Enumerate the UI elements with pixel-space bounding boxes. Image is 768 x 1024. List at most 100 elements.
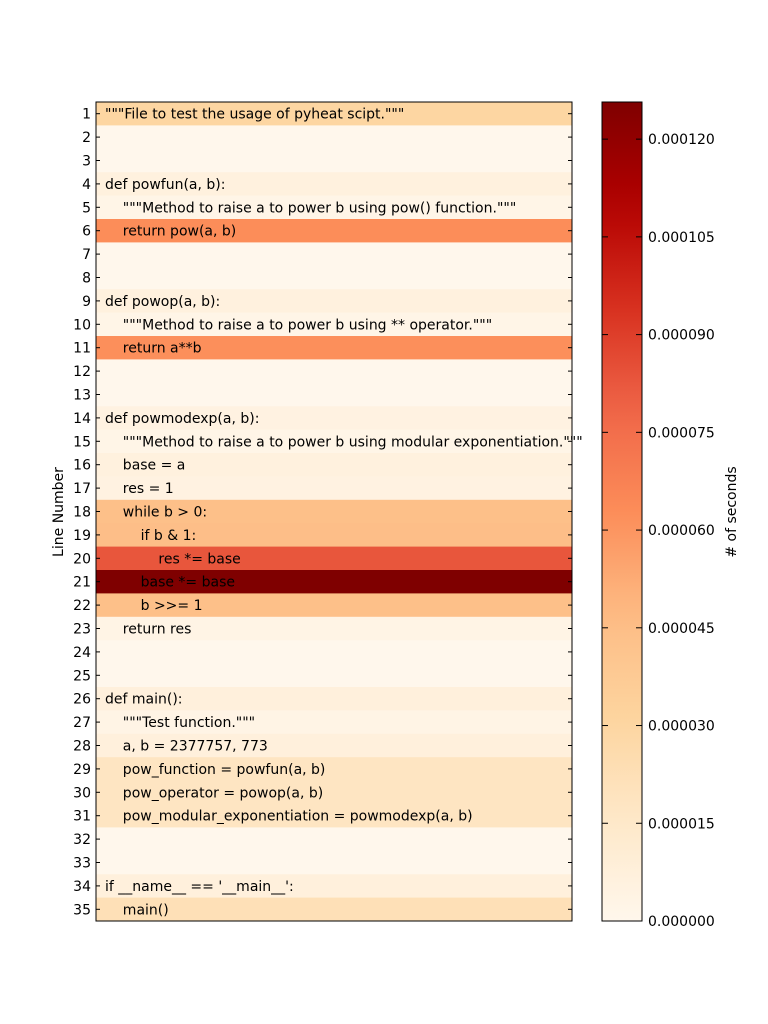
heatmap-rows: 1 """File to test the usage of pyheat sci… <box>73 102 583 922</box>
colorbar-ticks: 0.000000 0.000015 0.000030 0.000045 0.000060… <box>602 132 715 930</box>
y-tick-label: 23 <box>73 622 91 638</box>
y-tick-label: 19 <box>73 528 91 544</box>
y-tick-label: 17 <box>73 481 91 497</box>
y-tick-label: 13 <box>73 388 91 404</box>
y-tick-label: 6 <box>82 224 91 240</box>
y-tick-label: 3 <box>82 154 91 170</box>
y-tick-label: 26 <box>73 692 91 708</box>
y-tick-label: 8 <box>82 271 91 287</box>
code-line: def powop(a, b): <box>105 294 220 310</box>
code-line: def powfun(a, b): <box>105 177 225 193</box>
code-line: return res <box>105 622 191 638</box>
heatmap-frame <box>95 101 573 922</box>
code-line: return a**b <box>105 341 202 357</box>
heatmap-cell <box>96 687 572 711</box>
y-tick-label: 10 <box>73 317 91 333</box>
colorbar-tick-label: 0.000090 <box>648 328 715 344</box>
y-tick-label: 18 <box>73 505 91 521</box>
colorbar-tick-label: 0.000030 <box>648 719 715 735</box>
heatmap-cell <box>96 733 572 758</box>
code-line: base = a <box>105 458 185 474</box>
y-tick-label: 16 <box>73 458 91 474</box>
heatmap-cell <box>96 125 572 150</box>
y-tick-label: 32 <box>73 832 91 848</box>
heatmap-cell <box>96 102 572 126</box>
y-axis-label: Line Number <box>51 467 67 557</box>
heatmap-cell <box>96 499 572 524</box>
colorbar-tick-label: 0.000105 <box>648 230 715 246</box>
y-tick-label: 31 <box>73 809 91 825</box>
y-tick-label: 12 <box>73 364 91 380</box>
heatmap-cell <box>96 757 572 782</box>
code-line: while b > 0: <box>105 505 207 521</box>
heatmap-cell <box>96 616 572 641</box>
heatmap-cell <box>96 546 572 571</box>
y-tick-label: 29 <box>73 762 91 778</box>
colorbar-tick-label: 0.000015 <box>648 816 715 832</box>
y-tick-label: 27 <box>73 715 91 731</box>
heatmap-cell <box>96 336 572 360</box>
colorbar <box>601 101 643 922</box>
heatmap-cell <box>96 429 572 454</box>
code-line: pow_function = powfun(a, b) <box>105 762 325 778</box>
y-tick-label: 34 <box>73 879 91 895</box>
heatmap-cell <box>96 289 572 314</box>
heatmap-cell <box>96 663 572 688</box>
code-line: """Method to raise a to power b using mo… <box>105 434 583 450</box>
code-line: a, b = 2377757, 773 <box>105 739 268 755</box>
code-line: main() <box>105 902 169 918</box>
heatmap-cell <box>96 453 572 477</box>
heatmap-cell <box>96 640 572 665</box>
code-line: if __name__ == '__main__': <box>105 879 294 895</box>
heatmap-cell <box>96 804 572 828</box>
heatmap-cell <box>96 850 572 875</box>
code-line: if b & 1: <box>105 528 196 544</box>
colorbar-label: # of seconds <box>724 466 740 557</box>
y-tick-label: 4 <box>82 177 91 193</box>
code-line: pow_operator = powop(a, b) <box>105 785 323 801</box>
y-tick-label: 2 <box>82 130 91 146</box>
heatmap-cell <box>96 406 572 431</box>
y-tick-label: 25 <box>73 668 91 684</box>
heatmap-cell <box>96 874 572 899</box>
y-tick-label: 20 <box>73 551 91 567</box>
y-tick-label: 11 <box>73 341 91 357</box>
heatmap-cell <box>96 523 572 548</box>
y-tick-label: 35 <box>73 902 91 918</box>
code-line: """Method to raise a to power b using **… <box>105 317 492 333</box>
heatmap-cell <box>96 312 572 337</box>
y-tick-label: 5 <box>82 200 91 216</box>
colorbar-tick-label: 0.000045 <box>648 621 715 637</box>
heatmap-cell <box>96 476 572 501</box>
colorbar-tick-label: 0.000060 <box>648 523 715 539</box>
colorbar-tick-label: 0.000075 <box>648 425 715 441</box>
code-line: def main(): <box>105 692 183 708</box>
colorbar-tick-label: 0.000000 <box>648 914 715 930</box>
y-tick-label: 28 <box>73 739 91 755</box>
heatmap-cell <box>96 827 572 852</box>
code-line: res = 1 <box>105 481 174 497</box>
y-tick-label: 30 <box>73 785 91 801</box>
code-line: return pow(a, b) <box>105 224 236 240</box>
code-line: res *= base <box>105 551 241 567</box>
code-line: """Test function.""" <box>105 715 255 731</box>
y-tick-label: 24 <box>73 645 91 661</box>
heatmap-cell <box>96 897 572 922</box>
y-tick-label: 14 <box>73 411 91 427</box>
code-line: def powmodexp(a, b): <box>105 411 259 427</box>
heatmap-cell <box>96 780 572 805</box>
y-tick-label: 33 <box>73 856 91 872</box>
code-line: pow_modular_exponentiation = powmodexp(a… <box>105 809 473 825</box>
heatmap-cell <box>96 570 572 594</box>
heatmap-cell <box>96 265 572 290</box>
y-tick-label: 22 <box>73 598 91 614</box>
heatmap-cell <box>96 359 572 384</box>
heatmap-cell <box>96 710 572 735</box>
code-line: """Method to raise a to power b using po… <box>105 200 516 216</box>
y-tick-label: 21 <box>73 575 91 591</box>
heatmap-cell <box>96 382 572 407</box>
heatmap-cell <box>96 148 572 173</box>
heatmap-cell <box>96 242 572 267</box>
y-tick-label: 15 <box>73 434 91 450</box>
